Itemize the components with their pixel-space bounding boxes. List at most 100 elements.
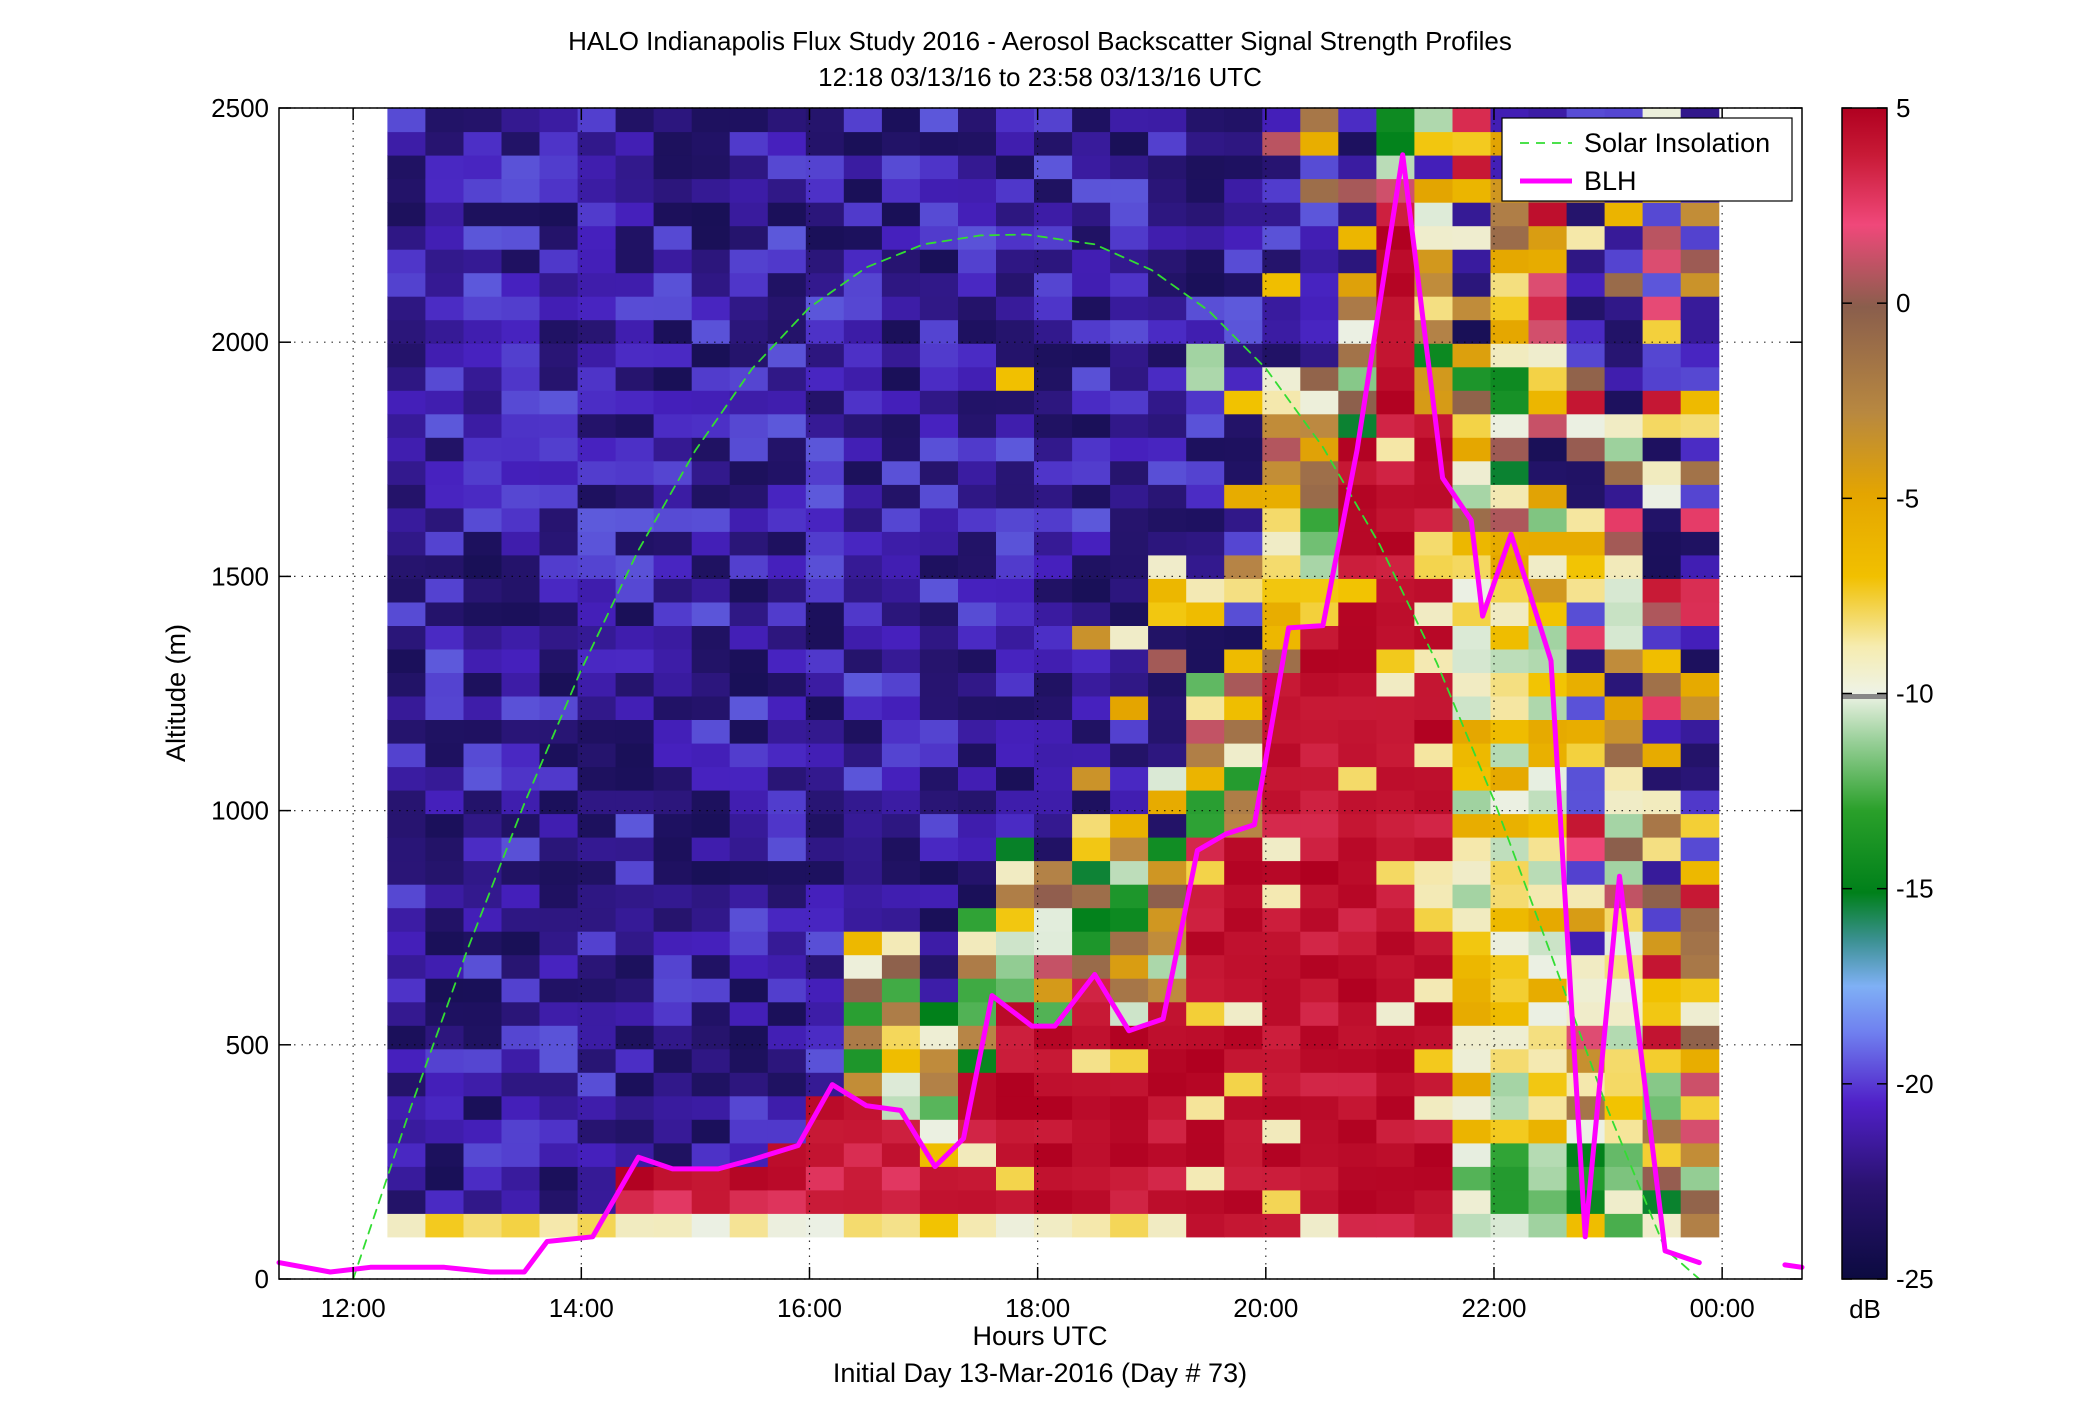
heatmap-cell (615, 366, 655, 391)
heatmap-cell (1490, 954, 1530, 979)
heatmap-cell (653, 460, 693, 485)
heatmap-cell (881, 202, 921, 227)
heatmap-cell (729, 1213, 769, 1238)
heatmap-cell (425, 695, 464, 720)
heatmap-cell (767, 860, 807, 885)
heatmap-cell (425, 601, 464, 626)
heatmap-cell (1338, 155, 1377, 180)
heatmap-cell (1148, 790, 1187, 815)
heatmap-cell (1490, 1119, 1530, 1144)
heatmap-cell (1148, 672, 1187, 697)
heatmap-cell (1490, 296, 1530, 321)
heatmap-cell (843, 766, 883, 791)
heatmap-cell (958, 202, 997, 227)
heatmap-cell (1186, 178, 1225, 203)
heatmap-cell (1604, 860, 1644, 885)
heatmap-cell (501, 695, 541, 720)
heatmap-cell (1338, 766, 1377, 791)
heatmap-cell (1338, 390, 1377, 415)
heatmap-cell (1414, 507, 1453, 532)
heatmap-cell (1110, 719, 1149, 744)
heatmap-cell (1034, 578, 1073, 603)
heatmap-cell (501, 343, 541, 368)
heatmap-cell (919, 837, 959, 862)
heatmap-cell (958, 319, 997, 344)
heatmap-cell (1300, 1213, 1339, 1238)
heatmap-cell (1604, 460, 1644, 485)
heatmap-cell (1642, 460, 1682, 485)
heatmap-cell (1034, 131, 1073, 156)
heatmap-cell (729, 672, 769, 697)
heatmap-cell (1566, 672, 1606, 697)
heatmap-cell (1224, 907, 1263, 932)
heatmap-cell (387, 578, 426, 603)
y-tick-label: 1000 (211, 796, 269, 826)
heatmap-cell (1072, 695, 1111, 720)
heatmap-cell (1300, 719, 1339, 744)
heatmap-cell (691, 507, 731, 532)
heatmap-cell (1034, 1142, 1073, 1167)
heatmap-cell (1300, 860, 1339, 885)
heatmap-cell (1148, 1072, 1187, 1097)
heatmap-cell (843, 672, 883, 697)
heatmap-cell (843, 108, 883, 133)
heatmap-cell (425, 390, 464, 415)
heatmap-cell (1528, 1095, 1568, 1120)
heatmap-cell (1490, 813, 1530, 838)
heatmap-cell (539, 390, 579, 415)
heatmap-cell (1566, 296, 1606, 321)
heatmap-cell (615, 1072, 655, 1097)
heatmap-cell (425, 343, 464, 368)
heatmap-cell (843, 954, 883, 979)
heatmap-cell (1414, 249, 1453, 274)
heatmap-cell (1680, 1025, 1720, 1050)
heatmap-cell (387, 695, 426, 720)
heatmap-cell (1148, 860, 1187, 885)
heatmap-cell (1110, 1213, 1149, 1238)
heatmap-cell (843, 860, 883, 885)
heatmap-cell (729, 1166, 769, 1191)
heatmap-cell (1490, 484, 1530, 509)
heatmap-cell (1262, 837, 1301, 862)
heatmap-cell (1414, 695, 1453, 720)
heatmap-cell (1186, 1001, 1225, 1026)
heatmap-cell (996, 625, 1035, 650)
heatmap-cell (1034, 1048, 1073, 1073)
heatmap-cell (1148, 954, 1187, 979)
heatmap-cell (1680, 272, 1720, 297)
heatmap-cell (463, 178, 503, 203)
heatmap-cell (1338, 1119, 1377, 1144)
heatmap-cell (425, 766, 464, 791)
heatmap-cell (996, 601, 1035, 626)
heatmap-cell (577, 954, 617, 979)
heatmap-cell (1300, 202, 1339, 227)
heatmap-cell (1680, 1001, 1720, 1026)
heatmap-cell (1414, 578, 1453, 603)
heatmap-cell (1300, 695, 1339, 720)
heatmap-cell (1148, 460, 1187, 485)
heatmap-cell (1490, 1025, 1530, 1050)
heatmap-cell (1338, 1189, 1377, 1214)
heatmap-cell (1034, 601, 1073, 626)
heatmap-cell (691, 1095, 731, 1120)
heatmap-cell (1224, 249, 1263, 274)
heatmap-cell (919, 766, 959, 791)
heatmap-cell (539, 931, 579, 956)
heatmap-cell (691, 437, 731, 462)
heatmap-cell (1148, 578, 1187, 603)
heatmap-cell (1680, 1095, 1720, 1120)
heatmap-cell (919, 108, 959, 133)
heatmap-cell (996, 578, 1035, 603)
heatmap-cell (1414, 1095, 1453, 1120)
heatmap-cell (1148, 743, 1187, 768)
heatmap-cell (1642, 272, 1682, 297)
heatmap-cell (996, 390, 1035, 415)
heatmap-cell (1376, 460, 1415, 485)
heatmap-cell (501, 907, 541, 932)
heatmap-cell (1262, 554, 1301, 579)
heatmap-cell (1186, 625, 1225, 650)
heatmap-cell (1452, 272, 1492, 297)
heatmap-cell (691, 319, 731, 344)
heatmap-cell (1034, 437, 1073, 462)
heatmap-cell (1414, 860, 1453, 885)
